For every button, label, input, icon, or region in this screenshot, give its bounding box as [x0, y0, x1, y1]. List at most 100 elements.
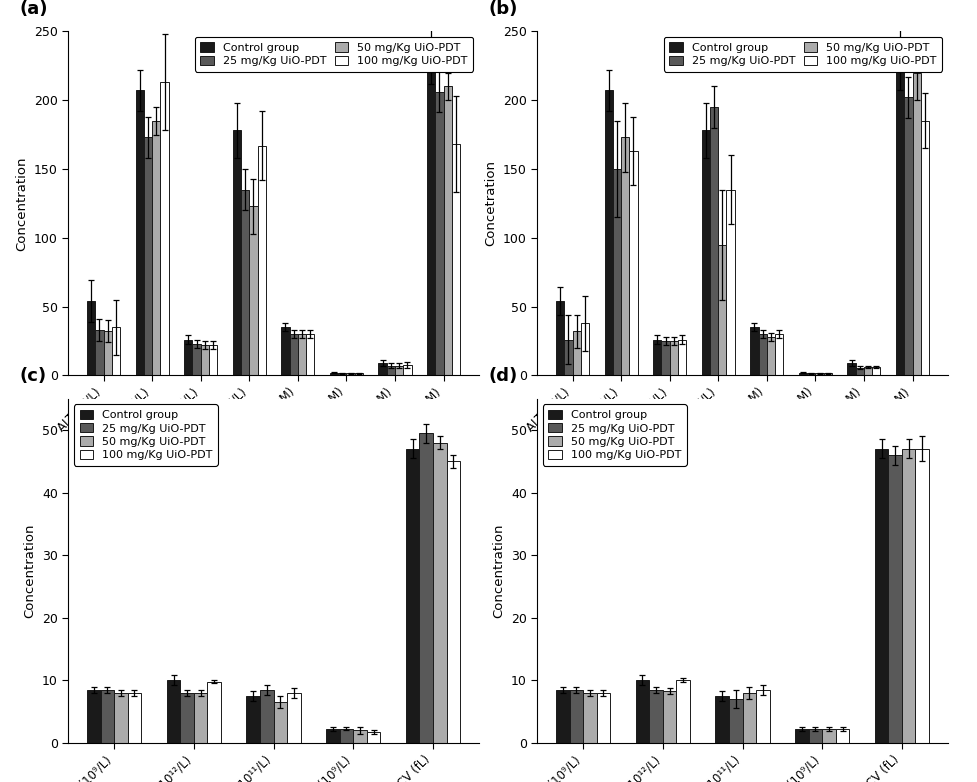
Bar — [913, 73, 920, 375]
Bar — [872, 367, 880, 375]
Bar — [715, 696, 729, 743]
Y-axis label: Concentration: Concentration — [16, 156, 28, 250]
Bar — [570, 690, 583, 743]
Bar — [306, 334, 315, 375]
Bar — [436, 91, 444, 375]
Bar — [152, 120, 160, 375]
Text: (d): (d) — [488, 367, 518, 385]
Text: (c): (c) — [20, 367, 46, 385]
Bar — [87, 301, 96, 375]
Bar — [580, 323, 589, 375]
Bar — [338, 373, 347, 375]
Bar — [597, 693, 611, 743]
Text: (a): (a) — [20, 0, 48, 17]
Bar — [767, 337, 775, 375]
Bar — [775, 334, 784, 375]
Bar — [355, 373, 362, 375]
Bar — [405, 449, 419, 743]
Bar — [433, 443, 446, 743]
Bar — [111, 327, 120, 375]
Bar — [758, 334, 767, 375]
Bar — [136, 91, 144, 375]
Bar — [287, 693, 301, 743]
Bar — [613, 169, 621, 375]
Bar — [387, 366, 395, 375]
Bar — [354, 730, 366, 743]
Bar — [621, 138, 629, 375]
Bar — [920, 120, 929, 375]
Bar — [795, 729, 809, 743]
Bar — [193, 693, 207, 743]
Bar — [743, 693, 756, 743]
Text: (b): (b) — [488, 0, 518, 17]
Bar — [662, 691, 676, 743]
Bar — [427, 56, 436, 375]
Bar — [847, 363, 856, 375]
Bar — [799, 372, 807, 375]
Bar — [96, 330, 104, 375]
Bar — [650, 690, 662, 743]
Bar — [636, 680, 650, 743]
Bar — [274, 702, 287, 743]
Bar — [835, 729, 849, 743]
Legend: Control group, 25 mg/Kg UiO-PDT, 50 mg/Kg UiO-PDT, 100 mg/Kg UiO-PDT: Control group, 25 mg/Kg UiO-PDT, 50 mg/K… — [663, 37, 942, 72]
Bar — [260, 690, 274, 743]
Bar — [710, 107, 718, 375]
Bar — [281, 327, 289, 375]
Bar — [605, 91, 613, 375]
Bar — [729, 699, 743, 743]
Bar — [326, 729, 340, 743]
Bar — [298, 334, 306, 375]
Bar — [185, 339, 192, 375]
Bar — [727, 189, 735, 375]
Bar — [192, 344, 200, 375]
Bar — [556, 301, 565, 375]
Bar — [676, 680, 690, 743]
Y-axis label: Concetration: Concetration — [485, 160, 497, 246]
Bar — [902, 449, 915, 743]
Bar — [856, 368, 864, 375]
Bar — [181, 693, 193, 743]
Bar — [573, 332, 580, 375]
Bar — [669, 341, 678, 375]
Bar — [565, 339, 573, 375]
Bar — [629, 151, 638, 375]
Bar — [330, 372, 338, 375]
Bar — [404, 365, 411, 375]
Bar — [809, 729, 823, 743]
Bar — [654, 339, 661, 375]
Bar — [366, 732, 380, 743]
Bar — [444, 86, 451, 375]
Bar — [160, 82, 169, 375]
Y-axis label: Concentration: Concentration — [23, 524, 36, 618]
Bar — [701, 131, 710, 375]
Bar — [114, 693, 128, 743]
Bar — [816, 373, 824, 375]
Bar — [451, 144, 460, 375]
Bar — [446, 461, 460, 743]
Legend: Control group, 25 mg/Kg UiO-PDT, 50 mg/Kg UiO-PDT, 100 mg/Kg UiO-PDT: Control group, 25 mg/Kg UiO-PDT, 50 mg/K… — [543, 404, 687, 465]
Bar — [207, 682, 221, 743]
Bar — [556, 690, 570, 743]
Bar — [864, 367, 872, 375]
Y-axis label: Concentration: Concentration — [492, 524, 505, 618]
Bar — [718, 245, 727, 375]
Bar — [246, 696, 260, 743]
Legend: Control group, 25 mg/Kg UiO-PDT, 50 mg/Kg UiO-PDT, 100 mg/Kg UiO-PDT: Control group, 25 mg/Kg UiO-PDT, 50 mg/K… — [194, 37, 473, 72]
Bar — [583, 693, 597, 743]
Bar — [101, 690, 114, 743]
Bar — [347, 373, 355, 375]
Bar — [233, 131, 241, 375]
Bar — [289, 334, 298, 375]
Bar — [419, 433, 433, 743]
Bar — [200, 345, 209, 375]
Bar — [241, 189, 249, 375]
Bar — [395, 366, 404, 375]
Bar — [807, 373, 816, 375]
Bar — [824, 373, 831, 375]
Bar — [258, 145, 266, 375]
Bar — [750, 327, 758, 375]
Bar — [104, 332, 111, 375]
Bar — [756, 690, 770, 743]
Bar — [87, 690, 101, 743]
